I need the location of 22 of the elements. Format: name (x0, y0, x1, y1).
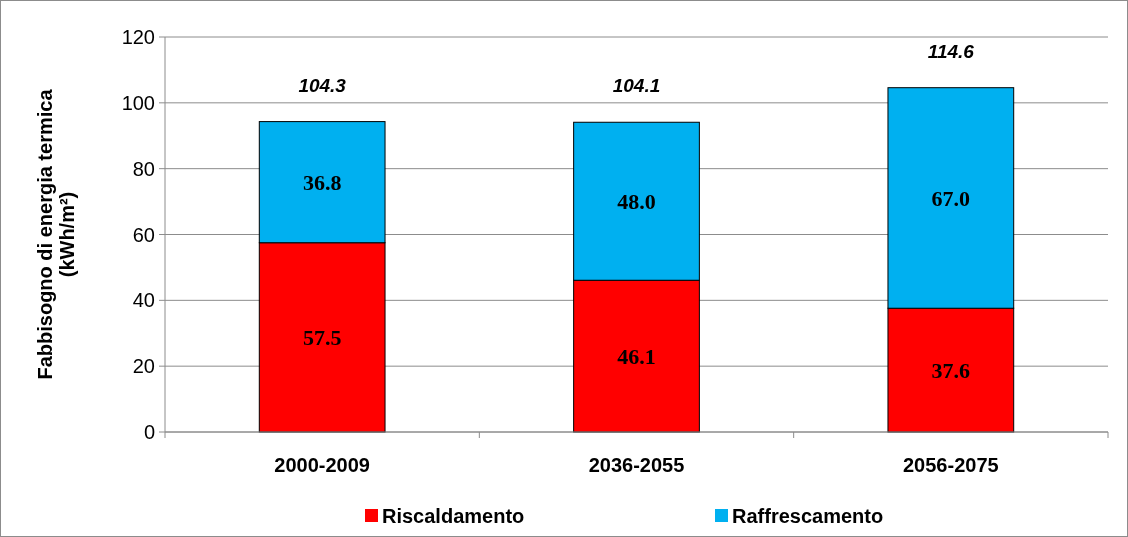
data-label: 37.6 (931, 358, 971, 384)
legend-label: Riscaldamento (382, 505, 525, 527)
y-tick-label: 40 (132, 289, 155, 312)
data-label: 57.5 (302, 325, 342, 351)
x-tick-label: 2036-2055 (588, 454, 685, 476)
data-label: 67.0 (931, 185, 971, 211)
y-tick-label: 80 (132, 157, 155, 180)
data-label: 46.1 (617, 344, 656, 370)
y-tick-label: 60 (132, 223, 155, 246)
y-tick-label: 120 (121, 26, 155, 48)
y-axis-title: Fabbisogno di energia termica (kWh/m²) (34, 88, 78, 380)
annotation: 114.6 (927, 40, 975, 62)
data-label: 48.0 (617, 189, 656, 215)
annotation: 104.1 (612, 75, 661, 97)
x-tick-label: 2000-2009 (274, 454, 370, 476)
y-tick-label: 100 (121, 91, 155, 114)
data-label: 36.8 (302, 170, 342, 196)
y-tick-label: 0 (143, 421, 155, 443)
x-tick-label: 2056-2075 (903, 454, 999, 476)
legend-label: Raffrescamento (732, 505, 884, 527)
annotation: 104.3 (298, 74, 347, 96)
y-tick-label: 20 (132, 355, 155, 378)
